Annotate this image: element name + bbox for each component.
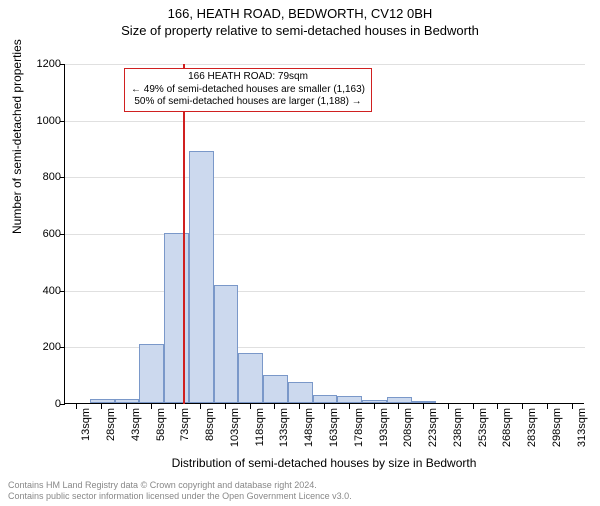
xtick-mark — [299, 404, 300, 409]
gridline — [65, 121, 585, 122]
xtick-mark — [76, 404, 77, 409]
ytick-label: 200 — [27, 341, 61, 353]
xtick-label: 88sqm — [204, 408, 216, 441]
histogram-bar — [214, 285, 239, 403]
footer-line1: Contains HM Land Registry data © Crown c… — [8, 480, 352, 491]
xtick-label: 13sqm — [80, 408, 92, 441]
ytick-label: 1000 — [27, 115, 61, 127]
xtick-mark — [448, 404, 449, 409]
histogram-bar — [90, 399, 115, 403]
page-title-line1: 166, HEATH ROAD, BEDWORTH, CV12 0BH — [0, 6, 600, 21]
footer-attribution: Contains HM Land Registry data © Crown c… — [8, 480, 352, 502]
histogram-bar — [139, 344, 164, 404]
histogram-bar — [115, 399, 140, 403]
xtick-mark — [547, 404, 548, 409]
reference-line — [183, 64, 185, 404]
xtick-label: 58sqm — [155, 408, 167, 441]
xtick-label: 148sqm — [303, 408, 315, 447]
gridline — [65, 291, 585, 292]
histogram-bar — [189, 151, 214, 403]
xtick-label: 268sqm — [501, 408, 513, 447]
chart-area: 020040060080010001200 166 HEATH ROAD: 79… — [64, 64, 584, 404]
histogram-bar — [387, 397, 412, 403]
xtick-mark — [151, 404, 152, 409]
histogram-bar — [263, 375, 288, 403]
histogram-bar — [313, 395, 338, 404]
xtick-label: 178sqm — [353, 408, 365, 447]
histogram-bar — [337, 396, 362, 403]
ytick-label: 400 — [27, 285, 61, 297]
xtick-mark — [250, 404, 251, 409]
gridline — [65, 177, 585, 178]
xtick-label: 238sqm — [452, 408, 464, 447]
xtick-label: 253sqm — [477, 408, 489, 447]
gridline — [65, 234, 585, 235]
footer-line2: Contains public sector information licen… — [8, 491, 352, 502]
xtick-label: 43sqm — [130, 408, 142, 441]
infobox-line2: ← 49% of semi-detached houses are smalle… — [131, 84, 365, 97]
xtick-label: 133sqm — [278, 408, 290, 447]
infobox-line3: 50% of semi-detached houses are larger (… — [131, 96, 365, 109]
xtick-label: 283sqm — [526, 408, 538, 447]
gridline — [65, 64, 585, 65]
xtick-mark — [374, 404, 375, 409]
xtick-mark — [423, 404, 424, 409]
xtick-label: 223sqm — [427, 408, 439, 447]
histogram-bar — [288, 382, 313, 403]
xtick-mark — [572, 404, 573, 409]
xtick-mark — [175, 404, 176, 409]
xtick-mark — [497, 404, 498, 409]
xtick-mark — [398, 404, 399, 409]
histogram-bar — [164, 233, 189, 403]
xtick-mark — [473, 404, 474, 409]
xtick-label: 73sqm — [179, 408, 191, 441]
reference-infobox: 166 HEATH ROAD: 79sqm ← 49% of semi-deta… — [124, 68, 372, 112]
xtick-label: 298sqm — [551, 408, 563, 447]
histogram-bar — [362, 400, 387, 403]
y-axis-label: Number of semi-detached properties — [10, 39, 24, 234]
xtick-label: 193sqm — [378, 408, 390, 447]
xtick-mark — [522, 404, 523, 409]
xtick-label: 313sqm — [576, 408, 588, 447]
xtick-mark — [274, 404, 275, 409]
xtick-label: 208sqm — [402, 408, 414, 447]
xtick-mark — [324, 404, 325, 409]
xtick-label: 103sqm — [229, 408, 241, 447]
infobox-line1: 166 HEATH ROAD: 79sqm — [131, 71, 365, 84]
xtick-label: 118sqm — [254, 408, 266, 446]
page-title-line2: Size of property relative to semi-detach… — [0, 23, 600, 38]
xtick-mark — [126, 404, 127, 409]
ytick-label: 0 — [27, 398, 61, 410]
ytick-label: 800 — [27, 171, 61, 183]
xtick-mark — [349, 404, 350, 409]
histogram-bar — [238, 353, 263, 403]
ytick-label: 600 — [27, 228, 61, 240]
plot-region: 020040060080010001200 — [64, 64, 584, 404]
ytick-label: 1200 — [27, 58, 61, 70]
x-axis-label: Distribution of semi-detached houses by … — [64, 456, 584, 470]
xtick-label: 163sqm — [328, 408, 340, 447]
xtick-label: 28sqm — [105, 408, 117, 441]
xtick-mark — [225, 404, 226, 409]
xtick-mark — [200, 404, 201, 409]
histogram-bar — [412, 401, 437, 403]
xtick-mark — [101, 404, 102, 409]
